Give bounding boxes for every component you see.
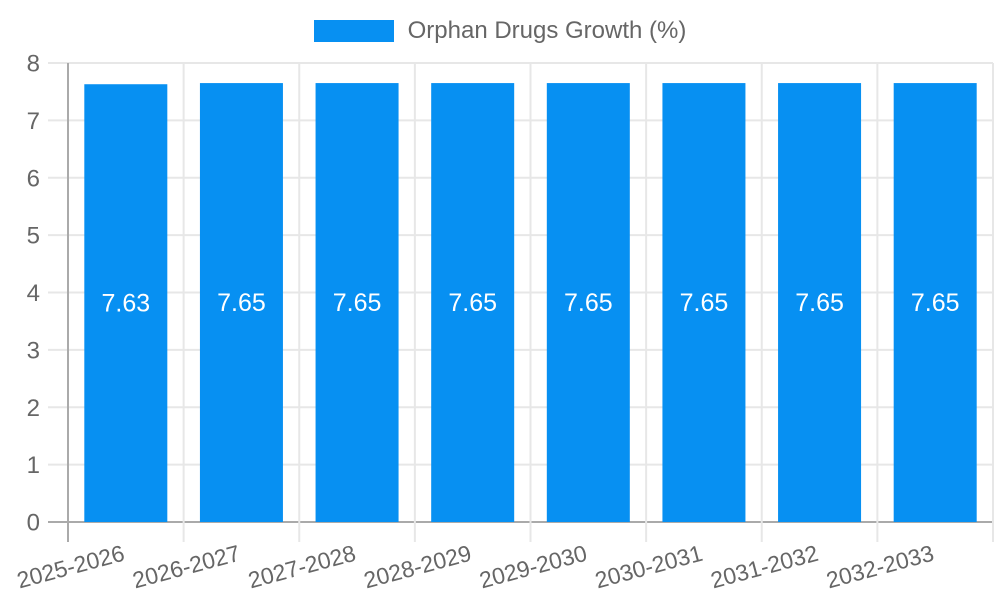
y-tick-label: 6 — [27, 165, 40, 192]
y-tick-label: 4 — [27, 280, 40, 307]
bar[interactable] — [546, 83, 630, 523]
bar-value-label: 7.65 — [333, 289, 382, 317]
y-tick-label: 7 — [27, 108, 40, 135]
bar[interactable] — [893, 83, 977, 523]
y-tick-label: 5 — [27, 223, 40, 250]
y-tick-label: 1 — [27, 452, 40, 479]
bar[interactable] — [199, 83, 283, 523]
bar[interactable] — [84, 84, 168, 522]
bar[interactable] — [662, 83, 746, 523]
y-tick-label: 8 — [27, 51, 40, 78]
bar-value-label: 7.65 — [911, 289, 960, 317]
bar[interactable] — [431, 83, 515, 523]
legend-label: Orphan Drugs Growth (%) — [407, 17, 687, 44]
bar[interactable] — [315, 83, 399, 523]
bar-value-label: 7.65 — [217, 289, 266, 317]
y-tick-label: 3 — [27, 337, 40, 364]
y-tick-label: 0 — [27, 510, 40, 537]
bar-value-label: 7.65 — [564, 289, 613, 317]
legend[interactable]: Orphan Drugs Growth (%) — [0, 17, 1000, 45]
bar[interactable] — [778, 83, 862, 523]
bar-value-label: 7.63 — [101, 290, 150, 318]
legend-swatch — [313, 20, 394, 42]
bar-value-label: 7.65 — [795, 289, 844, 317]
y-tick-label: 2 — [27, 395, 40, 422]
bar-value-label: 7.65 — [448, 289, 497, 317]
bar-value-label: 7.65 — [680, 289, 729, 317]
